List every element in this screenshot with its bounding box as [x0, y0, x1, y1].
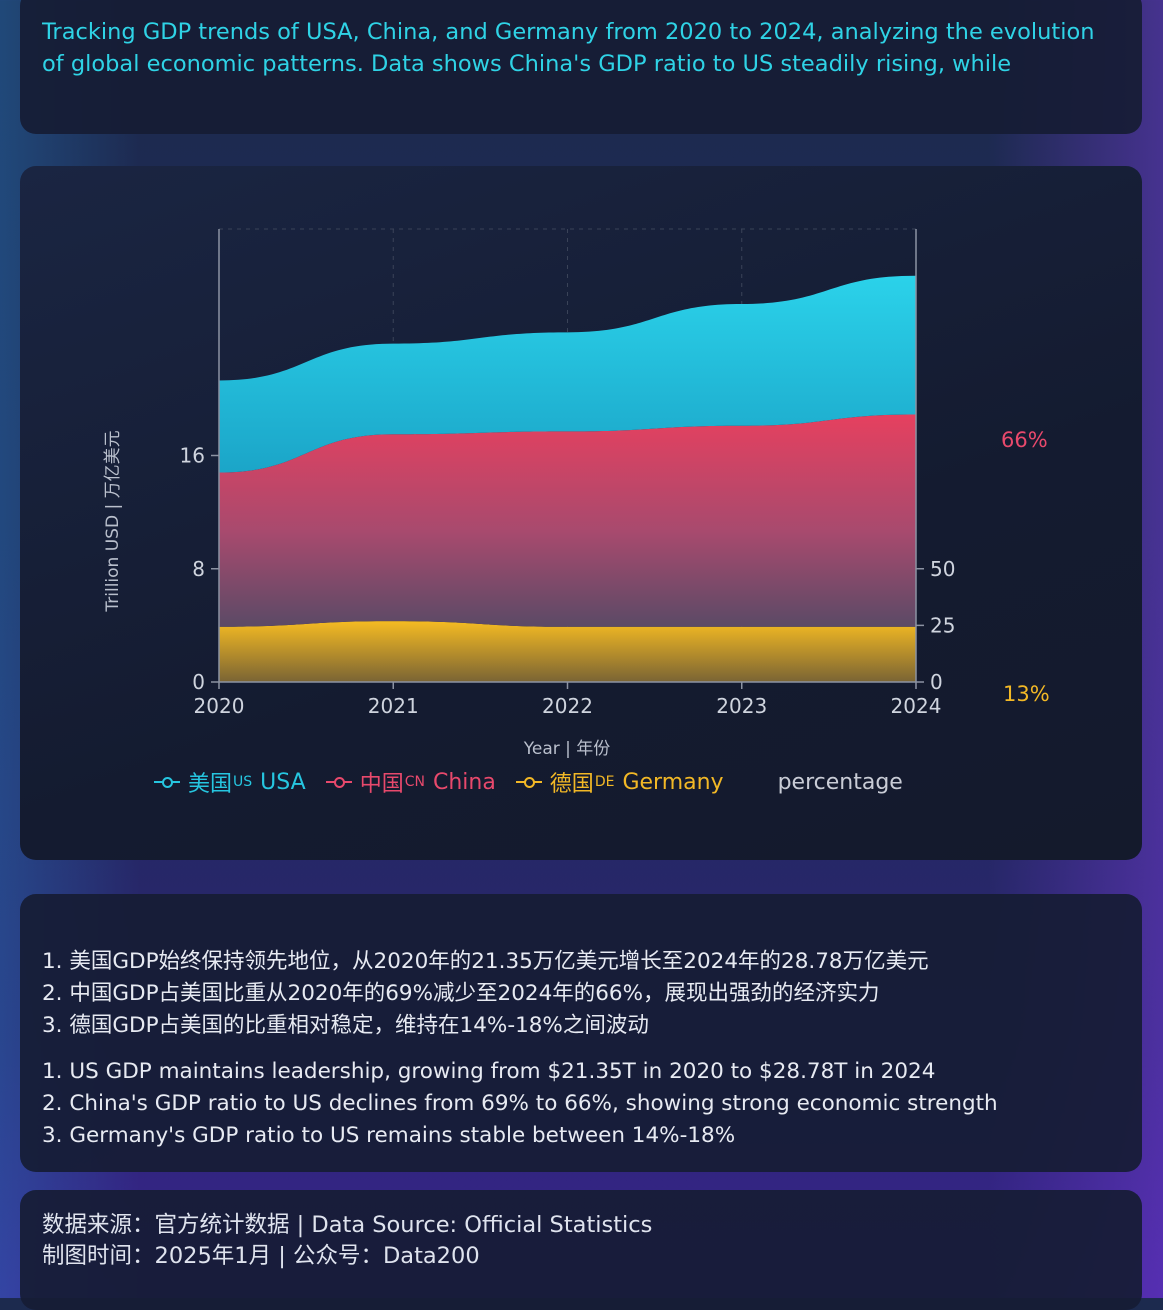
- x-tick-label: 2020: [194, 694, 245, 718]
- notes-en: 1. US GDP maintains leadership, growing …: [42, 1056, 1120, 1152]
- legend-germany-prefix: 德国: [549, 772, 594, 797]
- legend-usa-code: US: [233, 774, 253, 790]
- chart-date: 制图时间：2025年1月 | 公众号：Data200: [42, 1243, 480, 1269]
- y-axis-title: Trillion USD | 万亿美元: [103, 430, 123, 612]
- note-cn-3: 3. 德国GDP占美国的比重相对稳定，维持在14%-18%之间波动: [42, 1013, 649, 1038]
- area-germany[interactable]: [219, 621, 916, 682]
- note-en-3: 3. Germany's GDP ratio to US remains sta…: [42, 1123, 736, 1148]
- area-china[interactable]: [219, 414, 916, 627]
- note-cn-2: 2. 中国GDP占美国比重从2020年的69%减少至2024年的66%，展现出强…: [42, 981, 880, 1006]
- legend-usa-prefix: 美国: [188, 772, 233, 797]
- note-en-2: 2. China's GDP ratio to US declines from…: [42, 1091, 998, 1116]
- y-tick-label: 16: [180, 444, 205, 468]
- y-tick-label: 0: [192, 670, 205, 694]
- area-layer: [219, 275, 916, 682]
- y2-tick-label: 50: [930, 557, 955, 581]
- legend-marker-usa: [154, 775, 180, 789]
- china-percent-label: 66%: [1001, 428, 1048, 452]
- x-axis-title: Year | 年份: [523, 739, 611, 759]
- legend-germany-name: Germany: [622, 769, 724, 795]
- note-cn-1: 1. 美国GDP始终保持领先地位，从2020年的21.35万亿美元增长至2024…: [42, 949, 929, 974]
- area-chart: 0 8 16 0 25 50 2020 2021 2022 2023 2024 Trillion U…: [103, 228, 955, 759]
- note-en-1: 1. US GDP maintains leadership, growing …: [42, 1059, 936, 1084]
- legend-china[interactable]: 中国 CN China: [325, 766, 496, 798]
- x-tick-label: 2021: [368, 694, 419, 718]
- x-tick-label: 2023: [716, 694, 767, 718]
- notes-card: 1. 美国GDP始终保持领先地位，从2020年的21.35万亿美元增长至2024…: [20, 894, 1142, 1172]
- legend-marker-china: [325, 775, 352, 789]
- notes-cn: 1. 美国GDP始终保持领先地位，从2020年的21.35万亿美元增长至2024…: [42, 946, 1120, 1042]
- legend-germany[interactable]: 德国 DE Germany: [515, 766, 724, 798]
- footer-card: 数据来源：官方统计数据 | Data Source: Official Stat…: [20, 1190, 1142, 1310]
- y-tick-label: 8: [192, 557, 205, 581]
- intro-text: Tracking GDP trends of USA, China, and G…: [42, 19, 1095, 77]
- x-tick-label: 2024: [891, 694, 942, 718]
- legend-china-code: CN: [404, 774, 425, 790]
- germany-percent-label: 13%: [1003, 682, 1050, 706]
- legend-marker-germany: [515, 775, 542, 789]
- legend-usa[interactable]: 美国 US USA: [154, 766, 306, 798]
- x-tick-label: 2022: [542, 694, 593, 718]
- chart-card: 0 8 16 0 25 50 2020 2021 2022 2023 2024 Trillion U…: [20, 166, 1142, 860]
- legend-germany-code: DE: [594, 774, 615, 790]
- axes: 0 8 16 0 25 50 2020 2021 2022 2023 2024: [180, 229, 955, 718]
- legend-china-name: China: [432, 769, 496, 795]
- chart-legend: 美国 US USA 中国 CN China 德国 DE Germany percent…: [154, 766, 903, 798]
- area-usa[interactable]: [219, 275, 916, 473]
- y2-tick-label: 0: [930, 670, 943, 694]
- legend-usa-name: USA: [260, 769, 306, 795]
- y2-tick-label: 25: [930, 613, 955, 637]
- intro-card: Tracking GDP trends of USA, China, and G…: [20, 0, 1142, 134]
- data-source: 数据来源：官方统计数据 | Data Source: Official Stat…: [42, 1212, 653, 1238]
- legend-china-prefix: 中国: [359, 772, 404, 797]
- legend-percentage[interactable]: percentage: [777, 769, 903, 795]
